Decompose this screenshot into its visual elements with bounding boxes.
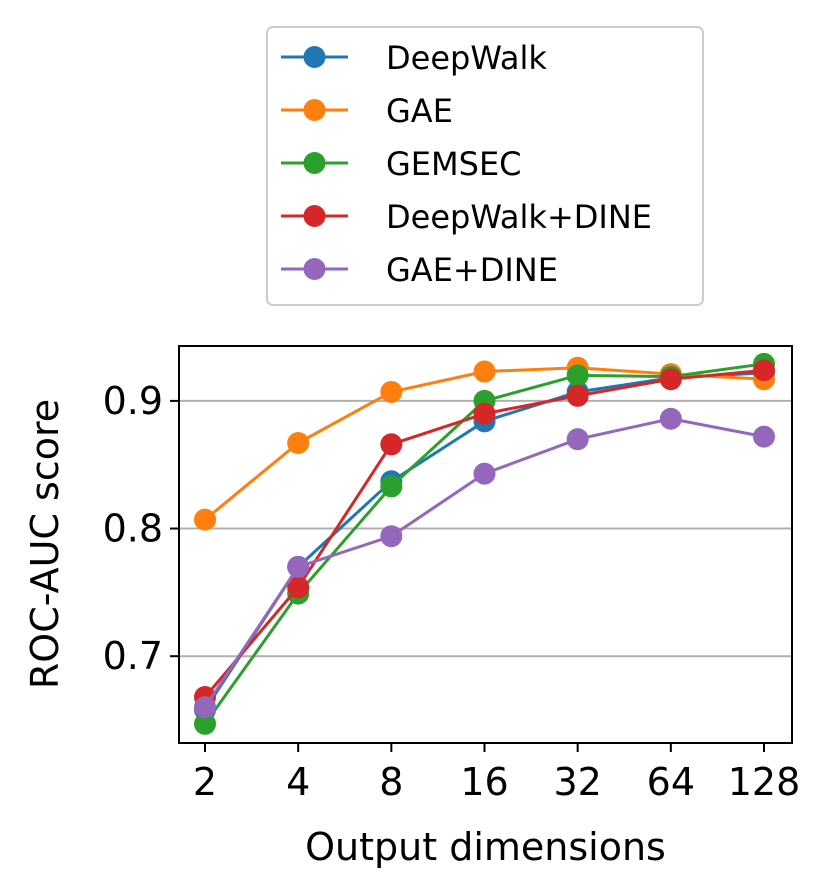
legend-entry: GEMSEC xyxy=(281,145,522,183)
legend-entry: GAE+DINE xyxy=(281,251,558,289)
legend-label: GEMSEC xyxy=(386,145,522,183)
data-point xyxy=(380,433,403,456)
data-point xyxy=(566,364,589,387)
data-point xyxy=(194,696,216,719)
data-point xyxy=(287,432,310,455)
legend-entry: DeepWalk+DINE xyxy=(281,198,652,236)
data-point xyxy=(566,384,589,407)
legend-label: GAE xyxy=(386,92,453,130)
legend-marker xyxy=(303,152,326,174)
legend: DeepWalk GAE GEMSEC DeepWalk+DINE GAE+DINE xyxy=(266,26,704,306)
data-point xyxy=(659,407,682,430)
data-point xyxy=(380,380,403,403)
y-tick-label: 0.8 xyxy=(103,507,163,551)
y-tick-label: 0.9 xyxy=(103,379,163,423)
data-point xyxy=(287,576,310,599)
x-tick-label: 4 xyxy=(286,760,310,804)
data-point xyxy=(659,368,682,391)
y-axis-label: ROC-AUC score xyxy=(23,399,67,689)
data-point xyxy=(473,360,496,383)
data-point xyxy=(380,475,403,498)
legend-marker xyxy=(303,99,326,121)
legend-entry: DeepWalk xyxy=(281,39,547,77)
x-tick-label: 2 xyxy=(193,760,217,804)
series xyxy=(194,407,775,719)
legend-marker xyxy=(303,258,326,280)
data-point xyxy=(473,462,496,485)
data-point xyxy=(473,402,496,425)
data-point xyxy=(194,508,216,531)
y-tick-label: 0.7 xyxy=(103,634,163,678)
legend-label: DeepWalk xyxy=(386,39,547,77)
data-point xyxy=(753,425,775,448)
series xyxy=(194,356,775,531)
x-axis-label: Output dimensions xyxy=(305,825,666,869)
legend-frame xyxy=(266,26,704,306)
legend-label: DeepWalk+DINE xyxy=(386,198,652,236)
data-point xyxy=(566,428,589,451)
data-point xyxy=(287,555,310,578)
x-tick-label: 16 xyxy=(460,760,508,804)
legend-label: GAE+DINE xyxy=(386,251,558,289)
data-point xyxy=(194,712,216,735)
plot-area: 2 4 8 16 32 64 128 0.7 0.8 0.9 xyxy=(103,345,801,804)
legend-marker xyxy=(303,205,326,227)
x-tick-label: 128 xyxy=(728,760,801,804)
x-tick-label: 32 xyxy=(553,760,601,804)
legend-marker xyxy=(303,46,326,68)
data-point xyxy=(380,525,403,548)
x-tick-label: 64 xyxy=(647,760,695,804)
x-tick-label: 8 xyxy=(379,760,403,804)
data-point xyxy=(753,359,775,382)
legend-entry: GAE xyxy=(281,92,453,130)
